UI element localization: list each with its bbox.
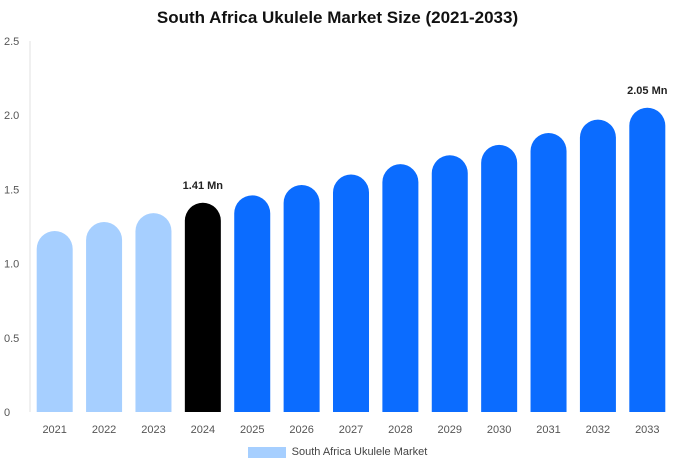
bar-2026 (283, 184, 320, 412)
bar-2021 (36, 230, 73, 412)
x-tick-label: 2032 (586, 424, 610, 436)
x-tick-label: 2025 (240, 424, 264, 436)
chart-title: South Africa Ukulele Market Size (2021-2… (156, 8, 519, 27)
y-tick-label: 1.5 (4, 184, 19, 196)
x-tick-label: 2031 (536, 424, 560, 436)
data-label: 1.41 Mn (183, 180, 224, 192)
legend[interactable]: South Africa Ukulele Market (0, 446, 675, 458)
bar-2023 (135, 213, 172, 412)
bar-2022 (86, 222, 123, 412)
x-tick-label: 2030 (487, 424, 511, 436)
x-tick-label: 2028 (388, 424, 412, 436)
bar-2025 (234, 195, 271, 412)
bar-2029 (431, 155, 468, 412)
y-tick-label: 2.0 (4, 110, 19, 122)
x-tick-label: 2022 (92, 424, 116, 436)
bar-2032 (579, 119, 616, 413)
bar-2030 (481, 144, 518, 412)
bar-2033 (629, 107, 666, 412)
x-tick-label: 2023 (141, 424, 165, 436)
legend-label: South Africa Ukulele Market (291, 446, 428, 458)
bar-2028 (382, 164, 419, 412)
x-tick-label: 2024 (191, 424, 215, 436)
y-tick-label: 1.0 (4, 259, 19, 271)
y-tick-label: 0 (4, 407, 10, 419)
bar-2027 (333, 174, 369, 412)
x-tick-label: 2026 (289, 424, 313, 436)
y-tick-label: 0.5 (4, 333, 19, 345)
data-label: 2.05 Mn (627, 85, 668, 97)
x-tick-label: 2027 (339, 424, 363, 436)
x-tick-label: 2033 (635, 424, 659, 436)
bar-2031 (530, 133, 567, 412)
y-tick-label: 2.5 (4, 36, 19, 48)
x-tick-label: 2029 (438, 424, 462, 436)
x-tick-label: 2021 (42, 424, 66, 436)
bar-2024 (184, 202, 221, 412)
legend-swatch (247, 446, 286, 458)
